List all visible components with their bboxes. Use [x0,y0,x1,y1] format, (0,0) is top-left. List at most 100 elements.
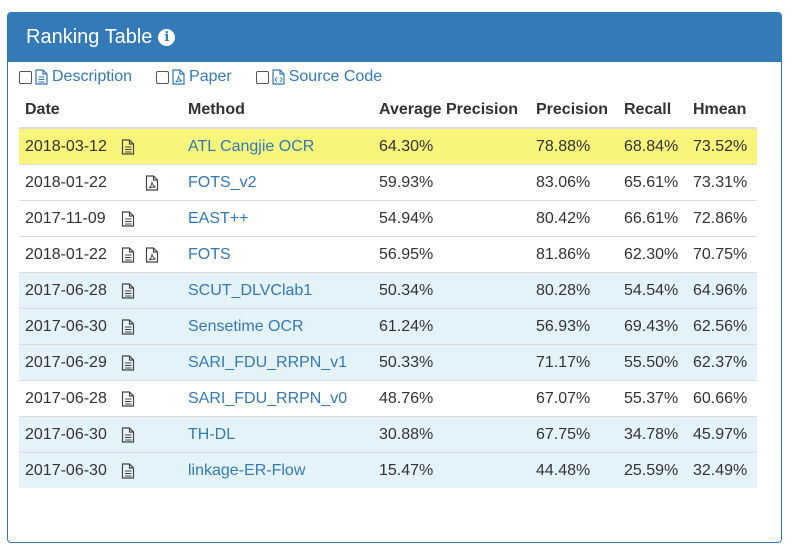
method-cell: SARI_FDU_RRPN_v0 [182,380,373,417]
method-cell: ATL Cangjie OCR [182,127,373,165]
date-text: 2017-06-30 [25,317,107,335]
date-text: 2017-06-30 [25,425,107,443]
precision-cell: 78.88% [530,127,618,165]
description-file-icon[interactable] [121,138,135,155]
recall-cell: 54.54% [618,272,687,309]
ranking-table: Date Method Average Precision Precision … [19,93,757,488]
table-row: 2018-01-22 FOTS_v2 59.93% 83.06% 65.61% 73.31… [19,164,757,201]
date-cell: 2017-06-30 [19,452,182,488]
table-row: 2017-11-09 EAST++ 54.94% 80.42% 66.61% 72.86% [19,200,757,237]
description-file-icon[interactable] [121,462,135,479]
file-text-icon [35,69,48,85]
table-row: 2017-06-30 TH-DL 30.88% 67.75% 34.78% 45.97% [19,416,757,453]
method-link[interactable]: Sensetime OCR [188,317,304,335]
recall-cell: 65.61% [618,164,687,201]
table-row: 2018-03-12 ATL Cangjie OCR 64.30% 78.88% 68.… [19,127,757,165]
panel-heading: Ranking Table i [8,13,781,62]
method-link[interactable]: TH-DL [188,425,236,443]
method-cell: linkage-ER-Flow [182,452,373,488]
description-file-icon[interactable] [121,354,135,371]
recall-cell: 66.61% [618,200,687,237]
info-circle-icon[interactable]: i [158,29,176,46]
column-header-method[interactable]: Method [182,93,373,129]
method-link[interactable]: ATL Cangjie OCR [188,137,315,155]
average-precision-cell: 50.34% [373,272,530,309]
date-cell: 2018-01-22 [19,236,182,273]
average-precision-cell: 64.30% [373,127,530,165]
date-cell: 2017-06-29 [19,344,182,381]
pdf-file-icon[interactable] [145,246,159,263]
hmean-cell: 45.97% [687,416,757,453]
average-precision-cell: 59.93% [373,164,530,201]
method-cell: SCUT_DLVClab1 [182,272,373,309]
column-header-recall[interactable]: Recall [618,93,687,129]
description-file-icon[interactable] [121,318,135,335]
toggle-description-label: Description [52,68,133,85]
hmean-cell: 73.31% [687,164,757,201]
toggle-description[interactable]: Description [19,68,132,86]
method-link[interactable]: EAST++ [188,209,249,227]
date-cell: 2017-06-30 [19,308,182,345]
recall-cell: 34.78% [618,416,687,453]
table-header-row: Date Method Average Precision Precision … [19,93,757,129]
recall-cell: 62.30% [618,236,687,273]
pdf-file-icon [172,69,185,85]
method-cell: FOTS [182,236,373,273]
date-cell: 2018-01-22 [19,164,182,201]
method-cell: FOTS_v2 [182,164,373,201]
pdf-file-icon[interactable] [145,174,159,191]
average-precision-cell: 50.33% [373,344,530,381]
hmean-cell: 70.75% [687,236,757,273]
recall-cell: 25.59% [618,452,687,488]
method-link[interactable]: SARI_FDU_RRPN_v0 [188,389,348,407]
description-file-icon[interactable] [121,426,135,443]
date-cell: 2017-11-09 [19,200,182,237]
date-cell: 2017-06-30 [19,416,182,453]
toggle-paper-label: Paper [189,68,232,85]
source-code-checkbox[interactable] [255,70,269,84]
code-file-icon [272,69,285,85]
precision-cell: 44.48% [530,452,618,488]
description-file-icon[interactable] [121,210,135,227]
average-precision-cell: 61.24% [373,308,530,345]
method-link[interactable]: linkage-ER-Flow [188,461,306,479]
average-precision-cell: 48.76% [373,380,530,417]
method-cell: SARI_FDU_RRPN_v1 [182,344,373,381]
description-file-icon[interactable] [121,282,135,299]
column-header-precision[interactable]: Precision [530,93,618,129]
method-cell: Sensetime OCR [182,308,373,345]
description-checkbox[interactable] [19,70,32,84]
average-precision-cell: 30.88% [373,416,530,453]
precision-cell: 71.17% [530,344,618,381]
toggle-source-code[interactable]: Source Code [255,68,382,86]
precision-cell: 83.06% [530,164,618,201]
date-text: 2018-03-12 [25,137,107,155]
precision-cell: 80.42% [530,200,618,237]
method-cell: TH-DL [182,416,373,453]
toggle-paper[interactable]: Paper [156,68,232,86]
recall-cell: 69.43% [618,308,687,345]
method-link[interactable]: FOTS [188,245,231,263]
method-link[interactable]: SARI_FDU_RRPN_v1 [188,353,348,371]
description-file-icon[interactable] [121,246,135,263]
recall-cell: 68.84% [618,127,687,165]
table-row: 2017-06-28 SCUT_DLVClab1 50.34% 80.28% 54.54… [19,272,757,309]
panel-title: Ranking Table [26,26,153,48]
date-text: 2017-06-29 [25,353,107,371]
description-file-icon[interactable] [121,390,135,407]
date-text: 2018-01-22 [25,245,107,263]
table-row: 2017-06-28 SARI_FDU_RRPN_v0 48.76% 67.07% 55… [19,380,757,417]
method-link[interactable]: FOTS_v2 [188,173,257,191]
column-header-average-precision[interactable]: Average Precision [373,93,530,129]
precision-cell: 67.07% [530,380,618,417]
paper-checkbox[interactable] [156,70,170,84]
date-text: 2017-06-28 [25,389,107,407]
date-text: 2017-11-09 [25,209,106,227]
precision-cell: 56.93% [530,308,618,345]
column-header-date[interactable]: Date [19,93,182,129]
table-row: 2017-06-30 linkage-ER-Flow 15.47% 44.48% 25.… [19,452,757,488]
date-text: 2018-01-22 [25,173,107,191]
method-link[interactable]: SCUT_DLVClab1 [188,281,313,299]
hmean-cell: 32.49% [687,452,757,488]
column-header-hmean[interactable]: Hmean [687,93,757,129]
